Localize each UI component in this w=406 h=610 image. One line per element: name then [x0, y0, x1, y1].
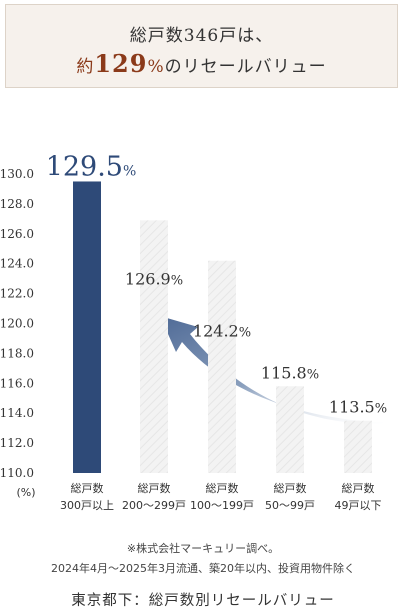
- y-tick-label: 120.0: [0, 317, 34, 331]
- value-label-unit: %: [307, 367, 319, 382]
- x-category-label: 総戸数: [342, 481, 375, 495]
- headline-percent: %: [147, 57, 165, 77]
- bar: [276, 386, 304, 473]
- value-label: 115.8%: [261, 363, 319, 382]
- y-axis-ticks: 110.0 112.0 114.0 116.0 118.0 120.0 122.0 124.0…: [0, 167, 34, 480]
- y-tick-label: 128.0: [0, 197, 34, 211]
- curved-arrow: [160, 316, 392, 424]
- x-category-label: 50〜99戸: [265, 499, 315, 512]
- value-labels: 129.5%126.9%124.2%115.8%113.5%: [46, 151, 387, 416]
- x-category-label: 300戸以上: [60, 499, 114, 512]
- y-tick-label: 110.0: [0, 466, 34, 480]
- x-category-label: 総戸数: [206, 481, 239, 495]
- x-category-label: 100〜199戸: [190, 499, 254, 512]
- x-axis-labels: 総戸数300戸以上総戸数200〜299戸総戸数100〜199戸総戸数50〜99戸…: [60, 481, 382, 512]
- x-category-label: 49戸以下: [335, 499, 382, 512]
- value-label-number: 115.8: [261, 363, 307, 382]
- x-category-label: 総戸数: [274, 481, 307, 495]
- bar-highlighted: [73, 181, 101, 473]
- headline-number: 129: [94, 49, 148, 78]
- value-label-unit: %: [171, 273, 183, 288]
- y-tick-label: 130.0: [0, 167, 34, 181]
- value-label-number: 113.5: [329, 398, 375, 417]
- value-label-number: 129.5: [46, 151, 123, 182]
- y-tick-label: 118.0: [0, 346, 34, 360]
- bar: [344, 420, 372, 473]
- bars: [73, 181, 372, 473]
- value-label: 129.5%: [46, 151, 137, 182]
- y-tick-label: 112.0: [0, 436, 34, 450]
- y-tick-label: 122.0: [0, 287, 34, 301]
- value-label: 124.2%: [193, 322, 251, 341]
- footnote-conditions: 2024年4月〜2025年3月流通、築20年以内、投資用物件除く: [51, 562, 355, 575]
- headline-suffix: のリセールバリュー: [164, 57, 327, 77]
- value-label: 126.9%: [125, 269, 183, 288]
- value-label-unit: %: [123, 163, 136, 179]
- y-tick-label: 114.0: [0, 406, 34, 420]
- x-category-label: 総戸数: [71, 481, 104, 495]
- x-category-label: 総戸数: [138, 481, 171, 495]
- headline-line2: 約129%のリセールバリュー: [6, 49, 397, 78]
- bar: [208, 260, 236, 473]
- y-axis-unit-label: (%): [16, 486, 35, 499]
- headline-prefix: 約: [76, 57, 95, 77]
- value-label-unit: %: [375, 402, 387, 417]
- y-tick-label: 124.0: [0, 257, 34, 271]
- value-label-number: 126.9: [125, 269, 171, 288]
- x-category-label: 200〜299戸: [122, 499, 186, 512]
- headline-box: 総戸数346戸は、 約129%のリセールバリュー: [5, 4, 398, 88]
- y-tick-label: 116.0: [0, 376, 34, 390]
- y-tick-label: 126.0: [0, 227, 34, 241]
- footnote-source: ※株式会社マーキュリー調べ。: [126, 542, 280, 555]
- value-label-unit: %: [239, 326, 251, 341]
- value-label-number: 124.2: [193, 322, 239, 341]
- bar: [140, 220, 168, 473]
- resale-value-bar-chart: 110.0 112.0 114.0 116.0 118.0 120.0 122.0 124.0…: [0, 151, 392, 512]
- chart-caption: 東京都下：総戸数別リセールバリュー: [71, 593, 335, 609]
- headline-line1: 総戸数346戸は、: [129, 26, 274, 46]
- value-label: 113.5%: [329, 398, 387, 417]
